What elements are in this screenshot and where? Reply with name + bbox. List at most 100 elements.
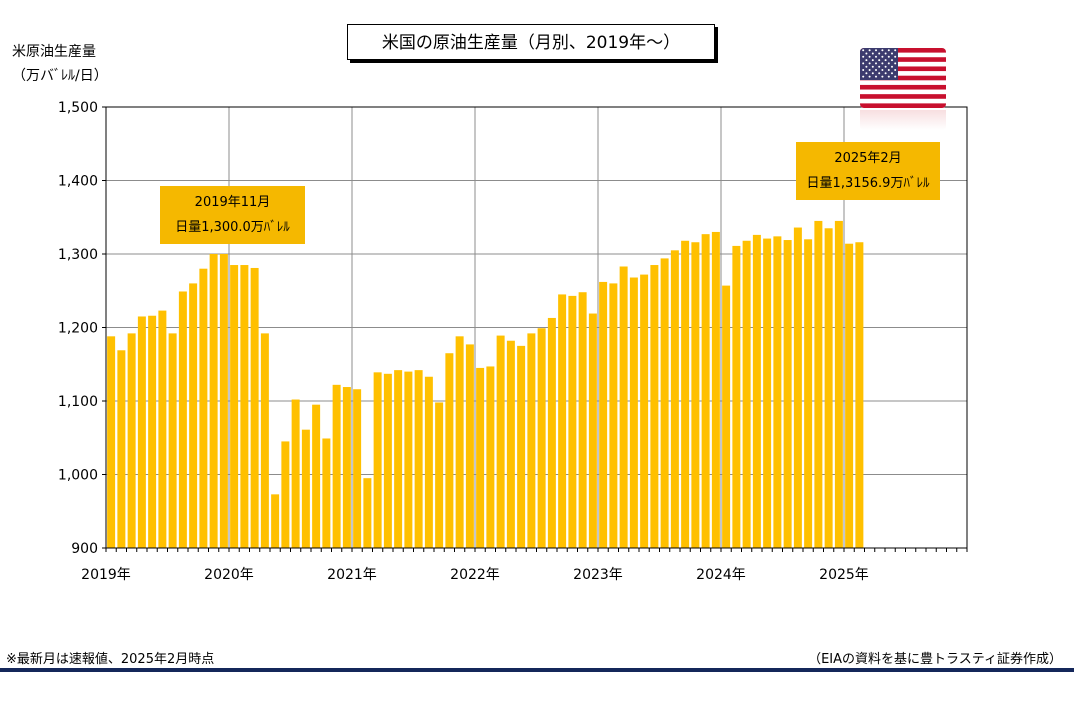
bar xyxy=(763,238,772,548)
bar xyxy=(629,277,638,548)
callout-latest-2025: 2025年2月 日量1,3156.9万ﾊﾞﾚﾙ xyxy=(796,142,940,200)
flag-star xyxy=(875,75,877,78)
bar xyxy=(670,250,679,548)
bar xyxy=(537,328,546,548)
y-tick-label: 1,500 xyxy=(58,100,98,116)
y-tick-label: 1,100 xyxy=(58,394,98,410)
bar xyxy=(363,478,372,548)
x-tick-label: 2024年 xyxy=(696,567,746,583)
x-tick-label: 2020年 xyxy=(204,567,254,583)
bar xyxy=(445,353,454,548)
flag-star xyxy=(878,52,881,55)
bar xyxy=(137,316,146,548)
flag-star xyxy=(887,75,890,78)
flag-star xyxy=(894,75,897,78)
bar xyxy=(619,266,628,548)
flag-star xyxy=(865,72,868,75)
source-note: （EIAの資料を基に豊トラスティ証券作成） xyxy=(808,652,1062,667)
y-tick-label: 1,400 xyxy=(58,174,98,190)
y-axis-label: 米原油生産量 （万バﾞﾚﾙ/日） xyxy=(12,40,108,88)
flag-star xyxy=(884,52,887,55)
flag-stripe xyxy=(860,57,946,62)
flag-star xyxy=(881,69,884,71)
flag-star xyxy=(875,62,877,65)
bar xyxy=(271,494,280,548)
flag-star xyxy=(862,69,865,71)
bottom-rule xyxy=(0,668,1074,672)
bar xyxy=(230,265,239,548)
bar xyxy=(168,333,177,548)
bars xyxy=(107,220,864,549)
x-tick-label: 2022年 xyxy=(450,567,500,583)
bar xyxy=(804,239,813,549)
bar xyxy=(414,370,423,548)
bar xyxy=(332,384,341,548)
flag-star xyxy=(868,62,871,65)
flag-star xyxy=(891,72,893,75)
flag-star xyxy=(894,49,897,52)
bar xyxy=(342,387,351,548)
axes xyxy=(102,106,968,552)
flag-star xyxy=(891,59,893,62)
flag-star xyxy=(871,59,874,62)
y-tick-label: 1,200 xyxy=(58,321,98,337)
flag-stripe xyxy=(860,48,946,53)
bar xyxy=(701,234,710,548)
flag-stripe xyxy=(860,94,946,99)
flag-star xyxy=(894,69,897,71)
bar xyxy=(158,310,167,548)
flag-star xyxy=(868,55,871,58)
bar xyxy=(732,245,741,549)
flag-star xyxy=(862,55,865,58)
flag-star xyxy=(868,49,871,52)
bar xyxy=(578,292,587,548)
flag-star xyxy=(881,49,884,52)
bar xyxy=(383,373,392,548)
flag-star xyxy=(875,69,877,71)
bar xyxy=(681,240,690,548)
bar xyxy=(476,367,485,548)
callout-peak-value: 日量1,300.0万ﾊﾞﾚﾙ xyxy=(175,220,290,235)
flag-star xyxy=(871,72,874,75)
bar xyxy=(547,317,556,548)
y-tick-label: 1,000 xyxy=(58,468,98,484)
flag-star xyxy=(868,75,871,78)
y-tick-label: 900 xyxy=(71,541,98,557)
bar xyxy=(465,344,474,548)
flag-star xyxy=(862,75,865,78)
bar xyxy=(373,372,382,548)
bar xyxy=(814,220,823,549)
flag-star xyxy=(887,69,890,71)
callout-latest-value: 日量1,3156.9万ﾊﾞﾚﾙ xyxy=(806,176,930,191)
flag-star xyxy=(865,65,868,68)
bar xyxy=(117,350,126,548)
bar xyxy=(148,315,157,548)
bar xyxy=(127,333,136,548)
flag-star xyxy=(871,65,874,68)
flag-star xyxy=(878,59,881,62)
flag-star xyxy=(884,59,887,62)
bar xyxy=(394,370,403,548)
bar xyxy=(722,285,731,548)
flag-star xyxy=(887,49,890,52)
bar xyxy=(588,313,597,548)
flag-stripe xyxy=(860,66,946,72)
flag-star xyxy=(887,62,890,65)
flag-star xyxy=(875,55,877,58)
bar xyxy=(178,291,187,548)
bar xyxy=(660,258,669,548)
flag-stripe xyxy=(860,84,946,90)
flag-stripe xyxy=(860,75,946,81)
chart-title: 米国の原油生産量（月別、2019年～） xyxy=(347,24,715,60)
bar xyxy=(650,265,659,548)
flag-reflection xyxy=(860,110,946,130)
bar xyxy=(568,295,577,548)
bar xyxy=(240,265,249,548)
bar xyxy=(855,242,864,549)
bar xyxy=(793,227,802,549)
flag-star xyxy=(862,62,865,65)
bar xyxy=(281,441,290,548)
flag-star xyxy=(894,62,897,65)
bar xyxy=(455,336,464,548)
